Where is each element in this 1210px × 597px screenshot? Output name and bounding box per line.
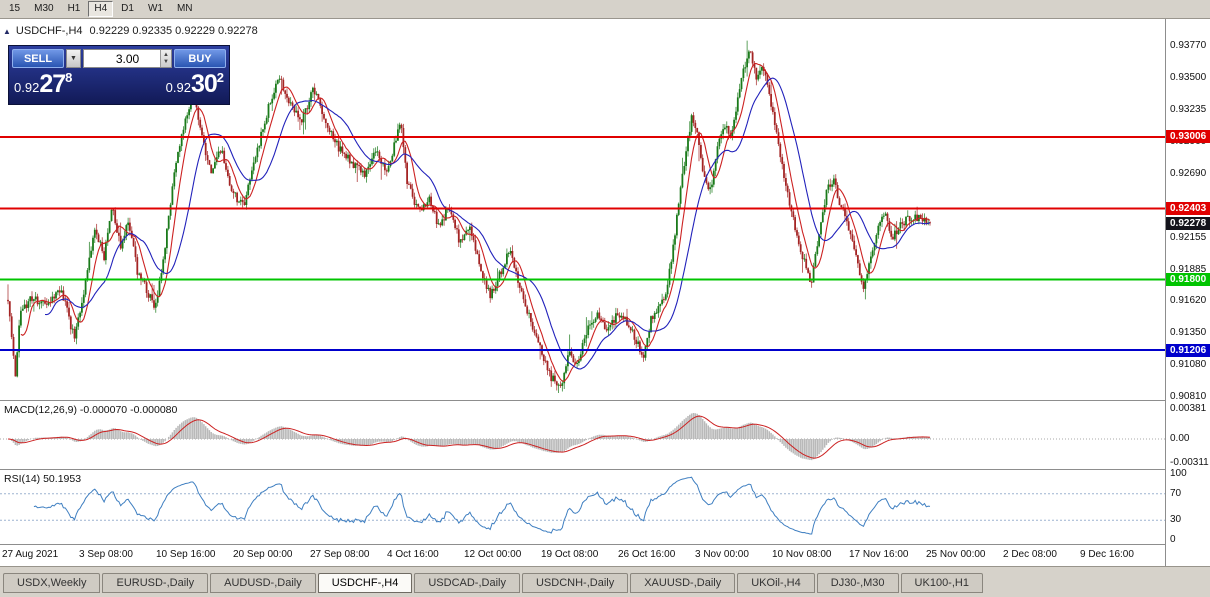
rsi-axis-label: 100 bbox=[1170, 468, 1187, 479]
chart-ohlc-values: 0.92229 0.92335 0.92229 0.92278 bbox=[89, 25, 258, 37]
volume-increase-icon[interactable]: ▲ bbox=[163, 51, 169, 58]
chart-tab-eurusd-daily[interactable]: EURUSD-,Daily bbox=[102, 573, 209, 593]
time-axis-label: 17 Nov 16:00 bbox=[849, 549, 909, 560]
chart-window: ▲ USDCHF-,H4 0.92229 0.92335 0.92229 0.9… bbox=[0, 19, 1210, 566]
buy-price-big: 30 bbox=[190, 70, 218, 98]
chart-tab-usdcnh-daily[interactable]: USDCNH-,Daily bbox=[521, 573, 629, 593]
price-axis-tick: 0.91080 bbox=[1170, 359, 1207, 371]
sell-price-big: 27 bbox=[39, 70, 66, 98]
timeframe-button-15[interactable]: 15 bbox=[9, 3, 21, 14]
sell-price-sup: 8 bbox=[65, 70, 73, 85]
rsi-indicator-label: RSI(14) 50.1953 bbox=[4, 473, 82, 485]
macd-indicator-label: MACD(12,26,9) -0.000070 -0.000080 bbox=[4, 404, 178, 416]
volume-field[interactable]: 3.00 ▲ ▼ bbox=[83, 49, 172, 68]
volume-decrease-icon[interactable]: ▼ bbox=[163, 58, 169, 65]
chart-tab-usdcad-daily[interactable]: USDCAD-,Daily bbox=[414, 573, 520, 593]
price-axis: 0.937700.935000.932350.929600.926900.924… bbox=[1165, 19, 1210, 566]
chart-tab-usdx-weekly[interactable]: USDX,Weekly bbox=[3, 573, 101, 593]
time-axis-label: 2 Dec 08:00 bbox=[1003, 549, 1057, 560]
chart-tab-xauusd-daily[interactable]: XAUUSD-,Daily bbox=[630, 573, 736, 593]
sell-price-main: 0.92 bbox=[14, 80, 40, 95]
time-axis: 27 Aug 2021 3 Sep 08:00 10 Sep 16:00 20 Sep… bbox=[0, 545, 1165, 566]
price-line-marker: 0.92403 bbox=[1166, 201, 1210, 215]
chart-tab-bar: USDX,Weekly EURUSD-,Daily AUDUSD-,Daily USD… bbox=[0, 566, 1210, 597]
time-axis-label: 27 Aug 2021 bbox=[2, 549, 59, 560]
price-axis-tick: 0.92155 bbox=[1170, 231, 1207, 243]
price-axis-tick: 0.93770 bbox=[1170, 40, 1207, 52]
time-axis-label: 3 Nov 00:00 bbox=[695, 549, 749, 560]
rsi-axis-label: 30 bbox=[1170, 514, 1182, 526]
price-line-marker: 0.91800 bbox=[1166, 273, 1210, 287]
rsi-pane-canvas[interactable] bbox=[0, 470, 1165, 544]
time-axis-label: 20 Sep 00:00 bbox=[233, 549, 293, 560]
volume-value: 3.00 bbox=[115, 51, 140, 66]
price-axis-tick: 0.93500 bbox=[1170, 72, 1207, 84]
time-axis-label: 25 Nov 00:00 bbox=[926, 549, 986, 560]
time-axis-label: 9 Dec 16:00 bbox=[1080, 549, 1134, 560]
chart-tab-audusd-daily[interactable]: AUDUSD-,Daily bbox=[210, 573, 316, 593]
time-axis-label: 19 Oct 08:00 bbox=[541, 549, 599, 560]
volume-spinner[interactable]: ▲ ▼ bbox=[160, 50, 171, 67]
trade-panel-controls: SELL ▼ 3.00 ▲ ▼ BUY bbox=[12, 49, 226, 68]
timeframe-button-d1[interactable]: D1 bbox=[121, 3, 134, 14]
chart-tab-ukoil-h4[interactable]: UKOil-,H4 bbox=[737, 573, 815, 593]
sell-button[interactable]: SELL bbox=[12, 49, 64, 68]
chart-symbol-label: USDCHF-,H4 bbox=[15, 25, 83, 37]
price-line-marker: 0.93006 bbox=[1166, 130, 1210, 144]
chart-tab-uk100-h1[interactable]: UK100-,H1 bbox=[900, 573, 983, 593]
timeframe-button-m30[interactable]: M30 bbox=[34, 3, 54, 14]
timeframe-button-h1[interactable]: H1 bbox=[67, 3, 81, 14]
time-axis-label: 26 Oct 16:00 bbox=[618, 549, 676, 560]
one-click-collapse-icon[interactable]: ▲ bbox=[3, 26, 11, 36]
chart-tab-dj30-m30[interactable]: DJ30-,M30 bbox=[816, 573, 899, 593]
macd-axis-label: 0.00381 bbox=[1170, 403, 1207, 414]
macd-pane-canvas[interactable] bbox=[0, 401, 1165, 469]
current-price-marker: 0.92278 bbox=[1166, 216, 1210, 230]
price-line-marker: 0.91206 bbox=[1166, 343, 1210, 357]
rsi-axis-label: 0 bbox=[1170, 534, 1176, 545]
price-axis-tick: 0.91350 bbox=[1170, 327, 1207, 339]
price-axis-tick: 0.93235 bbox=[1170, 103, 1207, 115]
buy-price-main: 0.92 bbox=[165, 80, 191, 95]
buy-button[interactable]: BUY bbox=[174, 49, 226, 68]
time-axis-label: 10 Nov 08:00 bbox=[772, 549, 832, 560]
pane-divider[interactable] bbox=[0, 469, 1210, 470]
time-axis-label: 4 Oct 16:00 bbox=[387, 549, 439, 560]
one-click-trading-panel: SELL ▼ 3.00 ▲ ▼ BUY 0.92278 0.92302 bbox=[8, 45, 230, 105]
time-axis-label: 10 Sep 16:00 bbox=[156, 549, 216, 560]
price-axis-tick: 0.91620 bbox=[1170, 295, 1207, 307]
time-axis-label: 27 Sep 08:00 bbox=[310, 549, 370, 560]
chart-tab-usdchf-h4[interactable]: USDCHF-,H4 bbox=[317, 573, 413, 593]
price-chart-canvas[interactable] bbox=[0, 19, 1165, 400]
price-axis-tick: 0.91885 bbox=[1170, 263, 1207, 275]
rsi-axis-label: 70 bbox=[1170, 487, 1182, 499]
price-axis-tick: 0.92690 bbox=[1170, 168, 1207, 180]
sell-price-display: 0.92278 bbox=[14, 70, 72, 97]
buy-price-display: 0.92302 bbox=[166, 70, 224, 97]
buy-price-sup: 2 bbox=[216, 70, 224, 85]
time-axis-label: 12 Oct 00:00 bbox=[464, 549, 522, 560]
macd-axis-label: -0.00311 bbox=[1170, 457, 1209, 468]
pane-divider[interactable] bbox=[0, 544, 1210, 545]
timeframe-button-w1[interactable]: W1 bbox=[147, 3, 163, 14]
timeframe-button-h4[interactable]: H4 bbox=[88, 1, 114, 17]
time-axis-label: 3 Sep 08:00 bbox=[79, 549, 133, 560]
macd-axis-label: 0.00 bbox=[1170, 433, 1190, 444]
chart-title: ▲ USDCHF-,H4 0.92229 0.92335 0.92229 0.9… bbox=[3, 25, 258, 37]
timeframe-button-mn[interactable]: MN bbox=[176, 3, 193, 14]
pane-divider[interactable] bbox=[0, 400, 1210, 401]
price-axis-tick: 0.90810 bbox=[1170, 391, 1207, 403]
volume-dropdown-icon[interactable]: ▼ bbox=[66, 49, 81, 68]
trade-panel-prices: 0.92278 0.92302 bbox=[12, 68, 226, 97]
timeframe-toolbar: 15 M30 H1 H4 D1 W1 MN bbox=[0, 0, 1210, 19]
